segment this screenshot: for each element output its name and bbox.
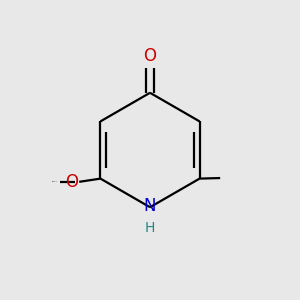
Text: N: N: [144, 197, 156, 215]
Text: methoxy: methoxy: [52, 181, 58, 182]
Text: O: O: [143, 47, 157, 65]
Text: H: H: [145, 221, 155, 235]
Text: O: O: [65, 173, 78, 191]
